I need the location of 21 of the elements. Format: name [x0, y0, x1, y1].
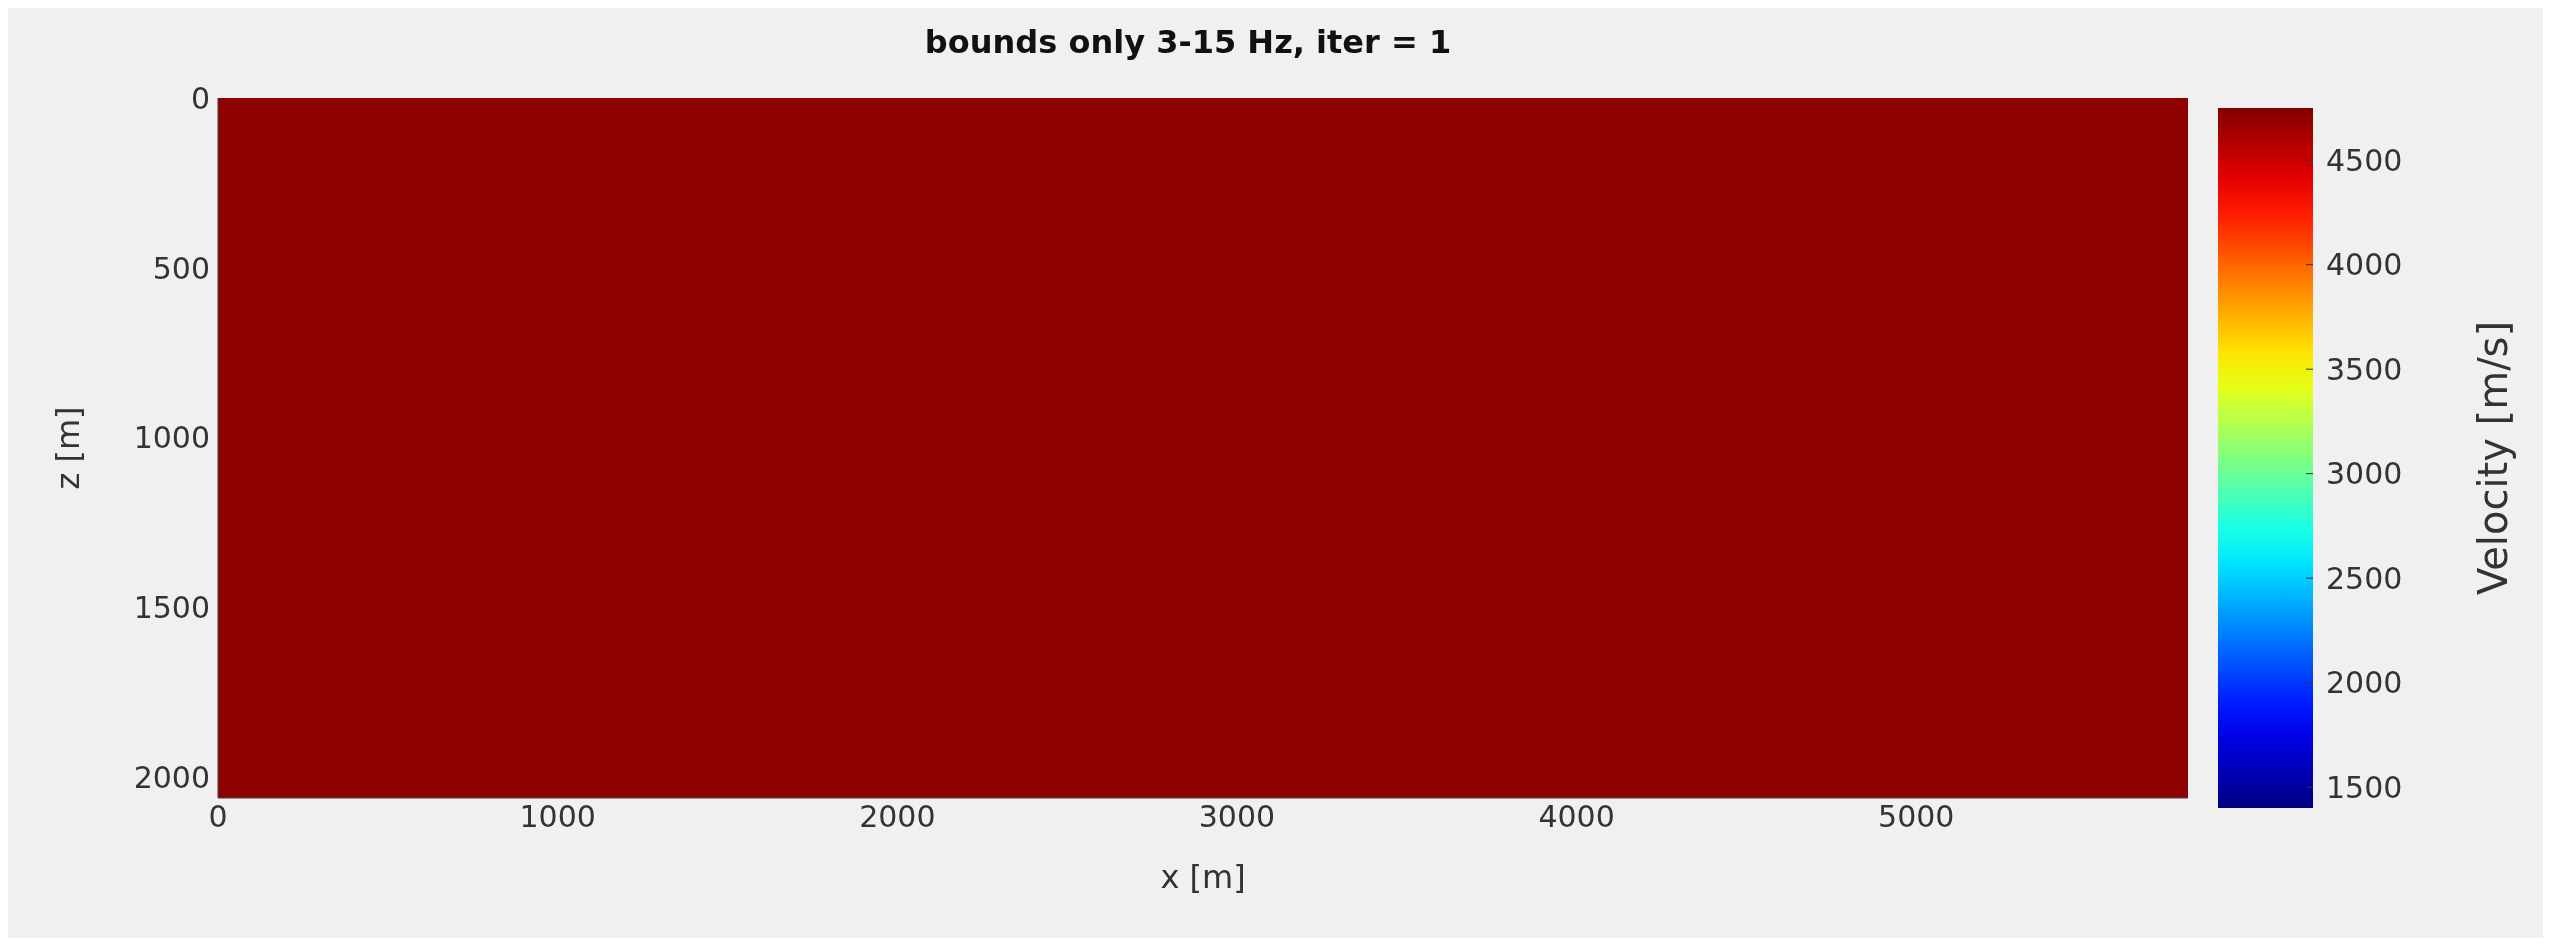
color-bar-title: Velocity [m/s]: [2470, 320, 2516, 596]
color-bar-label: 1500: [2326, 769, 2403, 805]
y-tick-label: 0: [190, 80, 210, 116]
color-bar-label: 2000: [2326, 665, 2403, 701]
color-bar-label: 3500: [2326, 351, 2403, 387]
y-axis-title: z [m]: [49, 406, 88, 490]
chart-title: bounds only 3-15 Hz, iter = 1: [924, 23, 1452, 61]
color-bar-label: 2500: [2326, 560, 2403, 596]
y-tick-label: 2000: [133, 760, 210, 796]
x-tick-label: 2000: [859, 799, 936, 835]
x-axis-title: x [m]: [1160, 858, 1246, 896]
y-tick-label: 1500: [133, 590, 210, 626]
x-tick-label: 3000: [1198, 799, 1276, 835]
x-tick-label: 1000: [519, 799, 596, 835]
color-bar-label: 4500: [2326, 142, 2403, 178]
y-tick-label: 500: [152, 250, 210, 286]
color-bar-label: 3000: [2326, 456, 2403, 492]
x-tick-label: 4000: [1538, 799, 1615, 835]
color-bar-label: 4000: [2326, 247, 2403, 283]
x-tick-label: 5000: [1878, 799, 1955, 835]
y-tick-label: 1000: [133, 420, 210, 456]
